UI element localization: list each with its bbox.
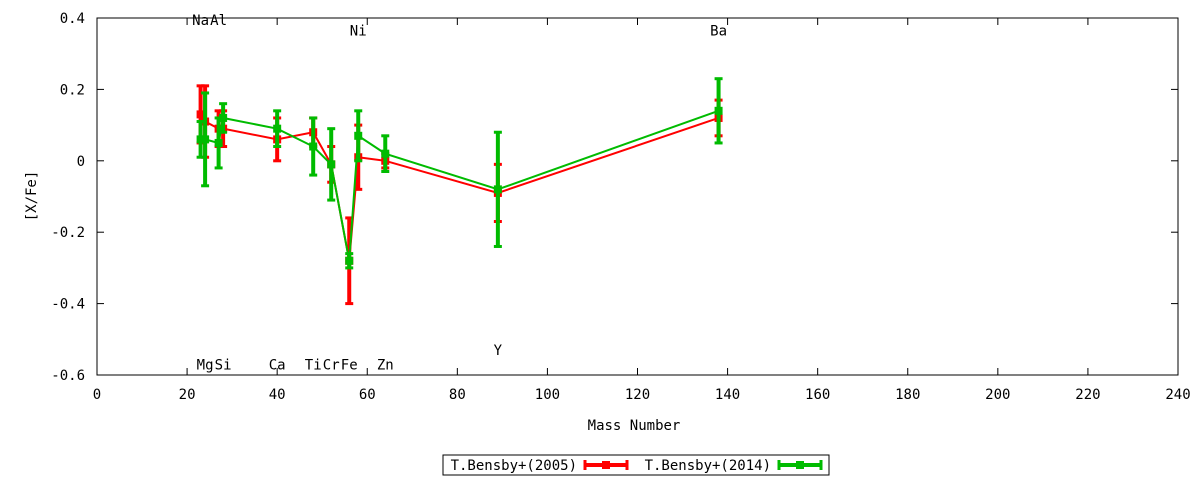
x-tick-label: 100	[535, 387, 560, 403]
x-tick-label: 80	[449, 387, 466, 403]
element-label: Ti	[305, 357, 322, 373]
y-tick-label: 0.2	[60, 82, 85, 98]
data-point	[493, 185, 502, 194]
y-tick-label: -0.6	[51, 368, 85, 384]
y-tick-label: -0.2	[51, 225, 85, 241]
series-layer	[196, 77, 723, 306]
legend: T.Bensby+(2005) T.Bensby+(2014)	[442, 454, 830, 476]
error-bar	[219, 102, 228, 134]
error-bar	[345, 252, 354, 270]
element-label: Si	[215, 357, 232, 373]
data-point	[714, 106, 723, 115]
x-tick-label: 180	[895, 387, 920, 403]
data-point	[381, 149, 390, 158]
data-point	[214, 138, 223, 147]
data-point	[201, 135, 210, 144]
data-point	[273, 124, 282, 133]
axes: 0 20 40 60 80 100 120 140 160 180 200 220 240 0.4 0.2 0…	[51, 11, 1190, 403]
x-tick-label: 20	[179, 387, 196, 403]
x-tick-label: 120	[625, 387, 650, 403]
element-label: Na	[192, 13, 209, 29]
element-label: Ni	[350, 23, 367, 39]
data-point	[196, 135, 205, 144]
error-bar	[493, 130, 502, 248]
x-tick-label: 140	[715, 387, 740, 403]
legend-label: T.Bensby+(2014)	[645, 458, 771, 474]
legend-label: T.Bensby+(2005)	[451, 458, 577, 474]
x-tick-label: 0	[93, 387, 101, 403]
element-label: Cr	[323, 357, 340, 373]
element-label: Ca	[269, 357, 286, 373]
element-labels: Na Al Ni Ba Mg Si Ca Ti Cr Fe Zn Y	[192, 13, 727, 374]
y-tick-label: -0.4	[51, 297, 85, 313]
error-bar	[381, 134, 390, 174]
error-bar	[714, 77, 723, 145]
element-label: Y	[494, 343, 503, 359]
x-tick-label: 60	[359, 387, 376, 403]
error-bar	[309, 116, 318, 177]
legend-sample	[583, 460, 629, 470]
error-bar	[354, 109, 363, 163]
legend-box	[442, 454, 830, 476]
data-point	[309, 142, 318, 151]
data-point	[196, 110, 205, 119]
y-tick-label: 0.4	[60, 11, 85, 27]
x-tick-label: 160	[805, 387, 830, 403]
element-label: Al	[210, 13, 227, 29]
element-label: Ba	[710, 23, 727, 39]
y-axis-label: [X/Fe]	[24, 171, 40, 222]
x-tick-label: 40	[269, 387, 286, 403]
x-tick-label: 220	[1075, 387, 1100, 403]
data-point	[219, 113, 228, 122]
element-label: Fe	[341, 357, 358, 373]
data-point	[327, 160, 336, 169]
series-2	[196, 77, 723, 270]
error-bar	[273, 109, 282, 149]
legend-marker	[602, 461, 610, 469]
data-point	[354, 131, 363, 140]
error-bar	[327, 127, 336, 202]
x-tick-label: 240	[1165, 387, 1190, 403]
element-label: Zn	[377, 357, 394, 373]
x-tick-label: 200	[985, 387, 1010, 403]
plot-area	[96, 17, 1179, 376]
legend-sample	[777, 460, 823, 470]
x-axis-label: Mass Number	[588, 418, 681, 434]
plot-frame	[96, 17, 1179, 376]
element-label: Mg	[197, 357, 214, 373]
data-point	[345, 256, 354, 265]
legend-marker	[796, 461, 804, 469]
error-bar	[201, 91, 210, 188]
y-tick-label: 0	[77, 154, 85, 170]
